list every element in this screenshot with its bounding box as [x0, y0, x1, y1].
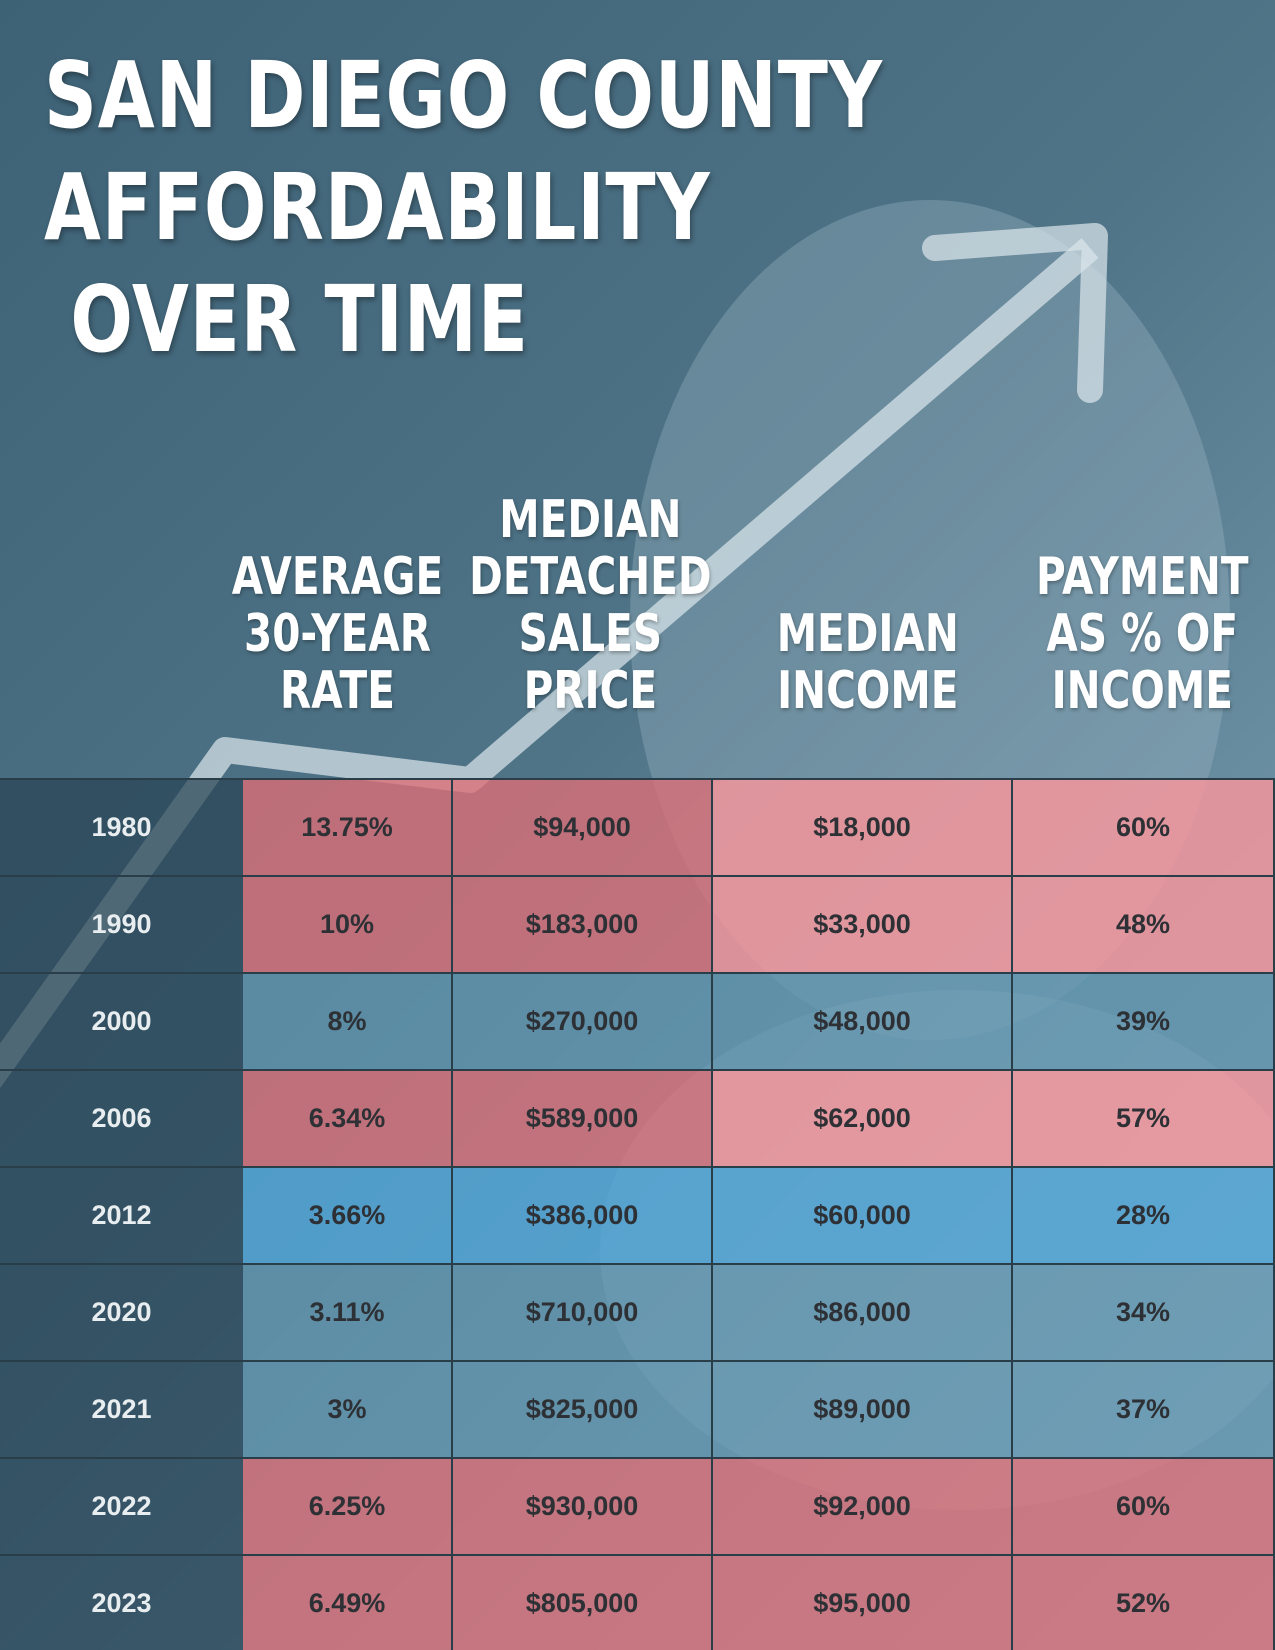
payment-pct-cell: 60%	[1013, 1459, 1275, 1556]
year-cell: 2000	[0, 974, 243, 1071]
year-cell: 2022	[0, 1459, 243, 1556]
table-row: 2000 8% $270,000 $48,000 39%	[0, 974, 1275, 1071]
income-cell: $62,000	[713, 1071, 1013, 1168]
price-cell: $710,000	[453, 1265, 713, 1362]
column-header-income: MEDIAN INCOME	[776, 604, 959, 721]
data-table: 1980 13.75% $94,000 $18,000 60% 1990 10% $183,0…	[0, 778, 1275, 1650]
price-cell: $94,000	[453, 780, 713, 877]
payment-pct-cell: 37%	[1013, 1362, 1275, 1459]
table-row: 2020 3.11% $710,000 $86,000 34%	[0, 1265, 1275, 1362]
table-row: 2012 3.66% $386,000 $60,000 28%	[0, 1168, 1275, 1265]
payment-pct-cell: 48%	[1013, 877, 1275, 974]
table-row: 2006 6.34% $589,000 $62,000 57%	[0, 1071, 1275, 1168]
income-cell: $86,000	[713, 1265, 1013, 1362]
payment-pct-cell: 52%	[1013, 1556, 1275, 1650]
rate-cell: 13.75%	[243, 780, 453, 877]
year-cell: 1980	[0, 780, 243, 877]
year-cell: 2020	[0, 1265, 243, 1362]
table-row: 2021 3% $825,000 $89,000 37%	[0, 1362, 1275, 1459]
income-cell: $48,000	[713, 974, 1013, 1071]
column-header-payment-pct: PAYMENT AS % OF INCOME	[1036, 547, 1249, 721]
income-cell: $95,000	[713, 1556, 1013, 1650]
year-cell: 2006	[0, 1071, 243, 1168]
income-cell: $60,000	[713, 1168, 1013, 1265]
price-cell: $825,000	[453, 1362, 713, 1459]
rate-cell: 8%	[243, 974, 453, 1071]
income-cell: $92,000	[713, 1459, 1013, 1556]
rate-cell: 3.11%	[243, 1265, 453, 1362]
price-cell: $589,000	[453, 1071, 713, 1168]
price-cell: $270,000	[453, 974, 713, 1071]
rate-cell: 6.49%	[243, 1556, 453, 1650]
column-header-rate: AVERAGE 30-YEAR RATE	[231, 547, 444, 721]
table-row: 1980 13.75% $94,000 $18,000 60%	[0, 780, 1275, 877]
price-cell: $930,000	[453, 1459, 713, 1556]
year-cell: 2012	[0, 1168, 243, 1265]
income-cell: $18,000	[713, 780, 1013, 877]
payment-pct-cell: 57%	[1013, 1071, 1275, 1168]
rate-cell: 10%	[243, 877, 453, 974]
payment-pct-cell: 60%	[1013, 780, 1275, 877]
table-row: 2023 6.49% $805,000 $95,000 52%	[0, 1556, 1275, 1650]
payment-pct-cell: 28%	[1013, 1168, 1275, 1265]
year-cell: 2021	[0, 1362, 243, 1459]
income-cell: $33,000	[713, 877, 1013, 974]
year-cell: 2023	[0, 1556, 243, 1650]
price-cell: $805,000	[453, 1556, 713, 1650]
rate-cell: 3.66%	[243, 1168, 453, 1265]
rate-cell: 6.25%	[243, 1459, 453, 1556]
rate-cell: 6.34%	[243, 1071, 453, 1168]
year-cell: 1990	[0, 877, 243, 974]
payment-pct-cell: 34%	[1013, 1265, 1275, 1362]
income-cell: $89,000	[713, 1362, 1013, 1459]
price-cell: $183,000	[453, 877, 713, 974]
table-row: 2022 6.25% $930,000 $92,000 60%	[0, 1459, 1275, 1556]
price-cell: $386,000	[453, 1168, 713, 1265]
payment-pct-cell: 39%	[1013, 974, 1275, 1071]
trend-arrow-head	[922, 223, 1108, 403]
column-header-price: MEDIAN DETACHED SALES PRICE	[468, 490, 712, 721]
table-row: 1990 10% $183,000 $33,000 48%	[0, 877, 1275, 974]
rate-cell: 3%	[243, 1362, 453, 1459]
page-title: SAN DIEGO COUNTY AFFORDABILITY OVER TIME	[44, 42, 883, 373]
